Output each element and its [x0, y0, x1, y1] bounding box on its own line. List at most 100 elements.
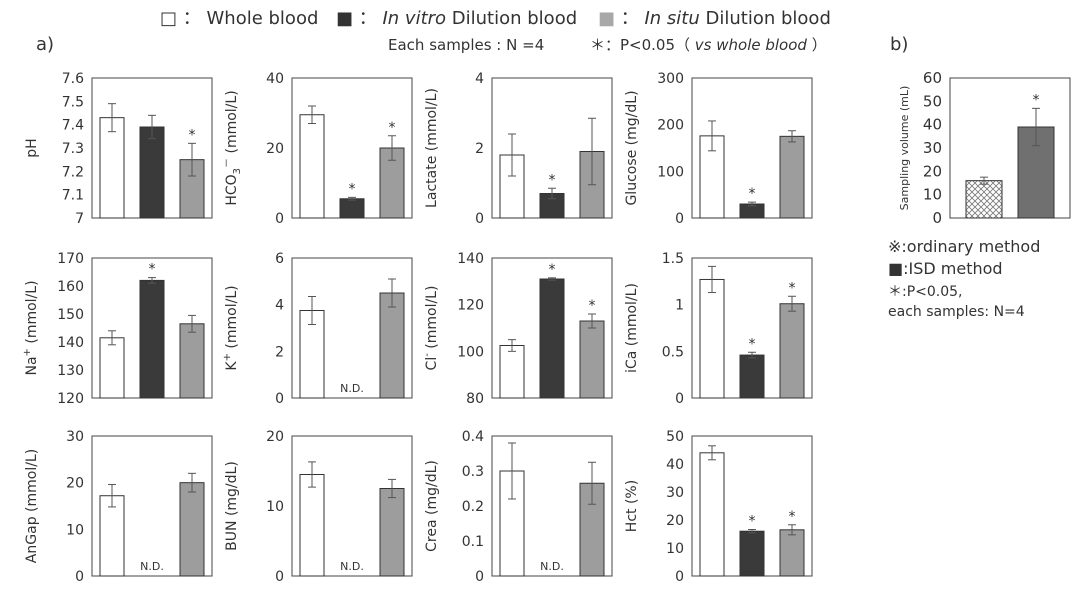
legend: □ ： Whole blood ■ ： In vitro Dilution bl…: [160, 8, 831, 54]
legend-sep-situ: ：: [621, 8, 639, 29]
significance-star: *: [789, 280, 796, 296]
plot-frame: [291, 257, 413, 399]
nd-label: N.D.: [540, 560, 564, 573]
y-tick-label: 7.6: [62, 71, 84, 87]
y-axis-label-text: Lactate (mmol/L): [424, 88, 440, 208]
y-tick-label: 150: [57, 307, 84, 323]
y-tick-label: 7.1: [62, 188, 84, 204]
y-tick-label: 40: [923, 116, 942, 134]
y-axis-label: Crea (mg/dL): [424, 460, 440, 552]
legend-note-n: Each samples : N =4: [388, 36, 544, 54]
bar: [299, 114, 325, 219]
significance-star: *: [789, 509, 796, 525]
plot-frame: [91, 435, 213, 577]
y-tick-label: 4: [475, 71, 484, 87]
y-tick-label: 10: [266, 499, 284, 515]
bar: [579, 320, 605, 399]
plot-frame: [491, 435, 613, 577]
y-axis-label: Sampling volume (mL): [898, 86, 911, 211]
chart-hco3: 0 20 40 HCO3－ (mmol/L) * *: [222, 71, 413, 227]
y-axis-label-unit: (mmol/L): [24, 280, 40, 348]
bar: [739, 530, 765, 577]
chart-volume: 0 10 20 30 40 50 60 Sampling volume (mL) *: [898, 69, 1071, 227]
bar: [99, 337, 125, 399]
bar: [779, 303, 805, 399]
y-tick-label: 80: [466, 391, 484, 407]
y-axis-label: AnGap (mmol/L): [24, 449, 40, 563]
y-axis-label: Na+ (mmol/L): [22, 280, 40, 375]
y-tick-label: 160: [57, 279, 84, 295]
y-tick-label: 0: [275, 569, 284, 585]
y-tick-label: 20: [923, 162, 942, 180]
y-axis-label: pH: [24, 138, 40, 157]
y-tick-label: 0: [275, 211, 284, 227]
y-tick-label: 0.3: [462, 464, 484, 480]
y-tick-label: 20: [666, 513, 684, 529]
y-tick-label: 170: [57, 251, 84, 267]
bar: [139, 279, 165, 399]
bar: [99, 117, 125, 219]
volume-legend-p: ＊:P<0.05,: [888, 284, 963, 300]
significance-star: *: [549, 172, 556, 188]
chart-na: 120 130 140 150 160 170 Na+ (mmol/L) *: [22, 251, 213, 407]
legend-item-vitro: ■ ： In vitro Dilution blood: [336, 8, 577, 29]
bar: [499, 345, 525, 399]
legend-note-p: ＊：P<0.05（ vs whole blood ）: [590, 36, 827, 54]
y-axis-label-text: Sampling volume (mL): [898, 86, 911, 211]
y-axis-label: Glucose (mg/dL): [624, 90, 640, 205]
legend-item-whole: □ ： Whole blood: [160, 8, 318, 29]
bar: [539, 278, 565, 399]
y-tick-label: 140: [57, 335, 84, 351]
y-tick-label: 0.2: [462, 499, 484, 515]
volume-legend: ※:ordinary method ■:ISD method ＊:P<0.05,…: [888, 237, 1040, 320]
y-tick-label: 0: [475, 569, 484, 585]
y-tick-label: 10: [666, 541, 684, 557]
y-axis-label-sup: －: [222, 158, 233, 168]
bar: [299, 474, 325, 577]
y-axis-label-unit: (mmol/L): [224, 285, 240, 353]
nd-label: N.D.: [340, 382, 364, 395]
y-tick-label: 140: [457, 251, 484, 267]
significance-star: *: [1033, 92, 1040, 108]
y-axis-label-sup: +: [222, 353, 233, 361]
legend-item-situ: ■ ： In situ Dilution blood: [598, 8, 831, 29]
y-tick-label: 20: [66, 476, 84, 492]
significance-star: *: [749, 186, 756, 202]
significance-star: *: [149, 262, 156, 278]
y-tick-label: 120: [457, 298, 484, 314]
y-tick-label: 100: [657, 164, 684, 180]
chart-hct: 0 10 20 30 40 50 Hct (%) * *: [624, 429, 813, 585]
significance-star: *: [349, 181, 356, 197]
nd-label: N.D.: [340, 560, 364, 573]
legend-sep-whole: ：: [183, 8, 201, 29]
y-axis-label-text: iCa (mmol/L): [624, 283, 640, 373]
panel-label-a: a): [36, 34, 54, 55]
legend-label-whole: Whole blood: [206, 8, 318, 29]
chart-lactate: 0 2 4 Lactate (mmol/L) *: [424, 71, 613, 227]
plot-frame: [291, 435, 413, 577]
y-tick-label: 7.4: [62, 118, 84, 134]
bar: [139, 126, 165, 219]
nd-label: N.D.: [140, 560, 164, 573]
significance-star: *: [389, 120, 396, 136]
y-tick-label: 4: [275, 298, 284, 314]
y-tick-label: 0: [475, 211, 484, 227]
y-tick-label: 30: [66, 429, 84, 445]
y-axis-label: K+ (mmol/L): [222, 285, 240, 370]
y-tick-label: 40: [666, 457, 684, 473]
y-axis-label: BUN (mg/dL): [224, 461, 240, 551]
legend-sep-vitro: ：: [359, 8, 377, 29]
y-axis-label-unit: (mmol/L): [224, 90, 240, 158]
legend-marker-vitro: ■: [336, 8, 353, 29]
panel-label-b: b): [890, 34, 908, 55]
y-tick-label: 200: [657, 118, 684, 134]
y-tick-label: 0: [675, 391, 684, 407]
bar: [99, 495, 125, 577]
y-tick-label: 100: [457, 344, 484, 360]
y-tick-label: 30: [666, 485, 684, 501]
bar: [179, 482, 205, 577]
bar: [965, 180, 1003, 219]
legend-note-p-suffix: ）: [812, 36, 827, 54]
significance-star: *: [749, 336, 756, 352]
legend-label-vitro: Dilution blood: [452, 8, 577, 29]
